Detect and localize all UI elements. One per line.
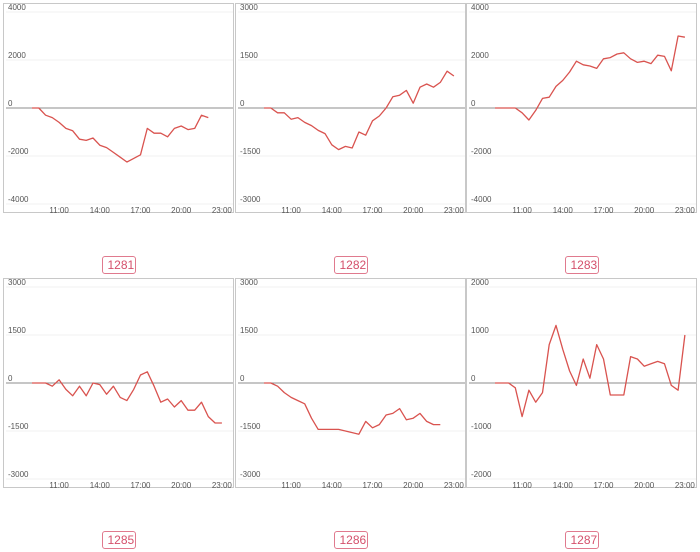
series-line-1286	[264, 382, 441, 435]
x-tick-label: 20:00	[403, 481, 424, 490]
y-tick-label: -1000	[471, 422, 492, 431]
x-tick-label: 14:00	[553, 481, 574, 490]
y-tick-label: -2000	[8, 147, 29, 156]
y-tick-label: -1500	[240, 147, 261, 156]
y-tick-label: 1500	[240, 326, 258, 335]
x-tick-label: 20:00	[171, 206, 192, 215]
y-tick-label: 0	[471, 99, 476, 108]
x-tick-label: 17:00	[593, 481, 614, 490]
x-tick-label: 20:00	[171, 481, 192, 490]
chart-label-badge: 1285	[101, 531, 136, 549]
y-tick-label: -1500	[240, 422, 261, 431]
x-tick-label: 11:00	[512, 481, 532, 490]
x-tick-label: 17:00	[130, 206, 151, 215]
x-tick-label: 23:00	[212, 481, 233, 490]
series-line-1282	[264, 70, 455, 151]
y-tick-label: -3000	[8, 470, 29, 479]
series-line-1287	[495, 324, 686, 418]
y-tick-label: 2000	[8, 51, 26, 60]
x-tick-label: 14:00	[322, 206, 343, 215]
chart-label-badge: 1286	[333, 531, 368, 549]
x-tick-label: 23:00	[675, 206, 696, 215]
y-tick-label: 4000	[471, 3, 489, 12]
x-tick-label: 17:00	[130, 481, 151, 490]
line-chart-1286: -3000 -1500 0 1500 3000 11:00 14:00 17:00 20:00 2…	[238, 278, 465, 490]
chart-panel-1281: -4000 -2000 0 2000 4000 11:00 14:00 17:00 20:00 2…	[3, 3, 234, 215]
y-tick-label: 0	[240, 99, 245, 108]
y-tick-label: 2000	[471, 278, 489, 287]
x-tick-label: 20:00	[634, 481, 655, 490]
chart-label-badge: 1282	[333, 256, 368, 274]
line-chart-1285: -3000 -1500 0 1500 3000 11:00 14:00 17:00 20:00 2…	[6, 278, 233, 490]
y-tick-label: 2000	[471, 51, 489, 60]
y-tick-label: 0	[8, 374, 13, 383]
y-tick-label: 3000	[8, 278, 26, 287]
x-tick-label: 11:00	[49, 206, 69, 215]
x-tick-label: 23:00	[675, 481, 696, 490]
chart-label-badge: 1283	[564, 256, 599, 274]
chart-panel-1283: -4000 -2000 0 2000 4000 11:00 14:00 17:00 20:00 2…	[466, 3, 697, 215]
x-tick-label: 11:00	[49, 481, 69, 490]
y-tick-label: -2000	[471, 470, 492, 479]
y-tick-label: 0	[240, 374, 245, 383]
x-tick-label: 20:00	[403, 206, 424, 215]
chart-panel-1285: -3000 -1500 0 1500 3000 11:00 14:00 17:00 20:00 2…	[3, 278, 234, 490]
series-line-1283	[495, 35, 686, 121]
x-tick-label: 11:00	[281, 206, 301, 215]
x-tick-label: 17:00	[593, 206, 614, 215]
y-tick-label: -2000	[471, 147, 492, 156]
x-tick-label: 14:00	[553, 206, 574, 215]
y-tick-label: 3000	[240, 278, 258, 287]
chart-label-badge: 1287	[564, 531, 599, 549]
x-tick-label: 23:00	[444, 481, 465, 490]
chart-panel-1282: -3000 -1500 0 1500 3000 11:00 14:00 17:00 20:00 2…	[235, 3, 466, 215]
y-tick-label: -4000	[471, 195, 492, 204]
y-tick-label: -4000	[8, 195, 29, 204]
x-tick-label: 14:00	[322, 481, 343, 490]
y-tick-label: -3000	[240, 470, 261, 479]
line-chart-1283: -4000 -2000 0 2000 4000 11:00 14:00 17:00 20:00 2…	[469, 3, 696, 215]
y-tick-label: 3000	[240, 3, 258, 12]
line-chart-1287: -2000 -1000 0 1000 2000 11:00 14:00 17:00 20:00 2…	[469, 278, 696, 490]
x-tick-label: 23:00	[212, 206, 233, 215]
x-tick-label: 14:00	[90, 481, 111, 490]
series-line-1285	[32, 371, 222, 424]
x-tick-label: 17:00	[362, 481, 383, 490]
x-tick-label: 23:00	[444, 206, 465, 215]
x-tick-label: 11:00	[281, 481, 301, 490]
y-tick-label: 1500	[240, 51, 258, 60]
series-line-1281	[32, 107, 209, 163]
y-tick-label: 0	[8, 99, 13, 108]
x-tick-label: 14:00	[90, 206, 111, 215]
chart-label-badge: 1281	[101, 256, 136, 274]
chart-panel-1286: -3000 -1500 0 1500 3000 11:00 14:00 17:00 20:00 2…	[235, 278, 466, 490]
line-chart-1282: -3000 -1500 0 1500 3000 11:00 14:00 17:00 20:00 2…	[238, 3, 465, 215]
chart-panel-1287: -2000 -1000 0 1000 2000 11:00 14:00 17:00 20:00 2…	[466, 278, 697, 490]
y-tick-label: 4000	[8, 3, 26, 12]
x-tick-label: 11:00	[512, 206, 532, 215]
y-tick-label: 1000	[471, 326, 489, 335]
x-tick-label: 20:00	[634, 206, 655, 215]
x-tick-label: 17:00	[362, 206, 383, 215]
y-tick-label: -1500	[8, 422, 29, 431]
y-tick-label: 0	[471, 374, 476, 383]
y-tick-label: 1500	[8, 326, 26, 335]
y-tick-label: -3000	[240, 195, 261, 204]
line-chart-1281: -4000 -2000 0 2000 4000 11:00 14:00 17:00 20:00 2…	[6, 3, 233, 215]
